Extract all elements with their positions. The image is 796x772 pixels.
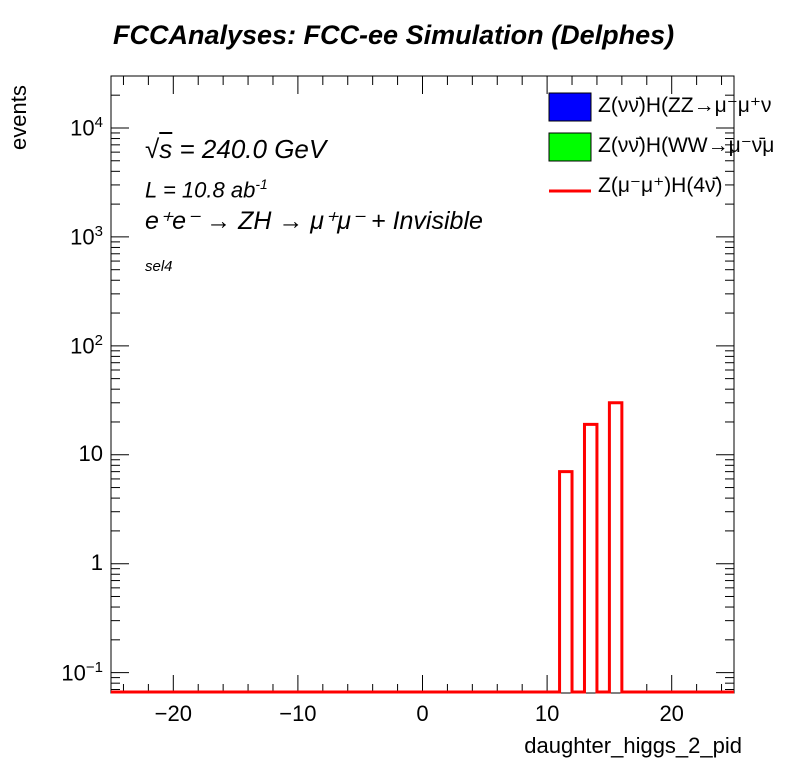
y-tick-exponent: 3 xyxy=(94,222,103,240)
x-tick-label: −20 xyxy=(154,701,192,726)
histogram-bars xyxy=(111,401,734,694)
y-tick-base: 10 xyxy=(70,333,95,359)
y-tick-label: 1 xyxy=(23,550,103,576)
y-tick-exponent: 4 xyxy=(94,113,103,131)
y-tick-label: 10 xyxy=(23,441,103,467)
x-tick-label: 10 xyxy=(534,701,560,726)
y-tick-base: 1 xyxy=(90,549,103,575)
lumi-exponent: -1 xyxy=(255,176,268,192)
sqrt-symbol: √ xyxy=(145,134,160,164)
legend-swatch xyxy=(548,132,592,162)
legend-entry-label: Z(μ⁻μ⁺)H(4ν̄) xyxy=(598,174,723,197)
lumi-text: L = 10.8 ab xyxy=(145,177,256,203)
x-tick-label: −10 xyxy=(279,701,317,726)
x-tick-label: 20 xyxy=(659,701,684,726)
histogram-bar xyxy=(560,472,572,692)
histogram-bar xyxy=(584,424,596,692)
luminosity-annotation: L = 10.8 ab-1 xyxy=(145,176,268,203)
axis-ticks xyxy=(111,75,734,693)
histogram-line-series xyxy=(111,401,734,694)
legend-entry-label: Z(νν̄)H(ZZ→μ⁻μ⁺ν xyxy=(598,94,772,117)
y-tick-base: 10 xyxy=(78,440,103,466)
selection-annotation: sel4 xyxy=(145,258,173,275)
y-tick-exponent: −1 xyxy=(85,658,103,676)
legend-marks xyxy=(548,92,592,193)
x-axis-label: daughter_higgs_2_pid xyxy=(524,733,742,758)
sqrt-s-value: = 240.0 GeV xyxy=(179,134,327,164)
chart-title: FCCAnalyses: FCC-ee Simulation (Delphes) xyxy=(113,20,675,50)
legend-swatch xyxy=(548,92,592,122)
plot-frame xyxy=(110,75,735,694)
y-tick-label: 10−1 xyxy=(23,659,103,686)
y-tick-base: 10 xyxy=(70,224,95,250)
histogram-bar xyxy=(609,403,621,692)
legend-entry-label: Z(νν̄)H(WW→μ⁻ν̄μ xyxy=(598,134,775,157)
y-tick-exponent: 2 xyxy=(94,331,103,349)
y-tick-label: 102 xyxy=(23,332,103,359)
y-tick-base: 10 xyxy=(61,659,86,685)
y-tick-label: 103 xyxy=(23,223,103,250)
y-tick-base: 10 xyxy=(70,115,95,141)
sqrt-s-annotation: √s = 240.0 GeV xyxy=(145,134,326,165)
process-annotation: e⁺e⁻ → ZH → μ⁺μ⁻ + Invisible xyxy=(145,207,483,235)
s-symbol: s xyxy=(159,134,173,164)
x-tick-label: 0 xyxy=(416,701,429,726)
y-tick-label: 104 xyxy=(23,114,103,141)
